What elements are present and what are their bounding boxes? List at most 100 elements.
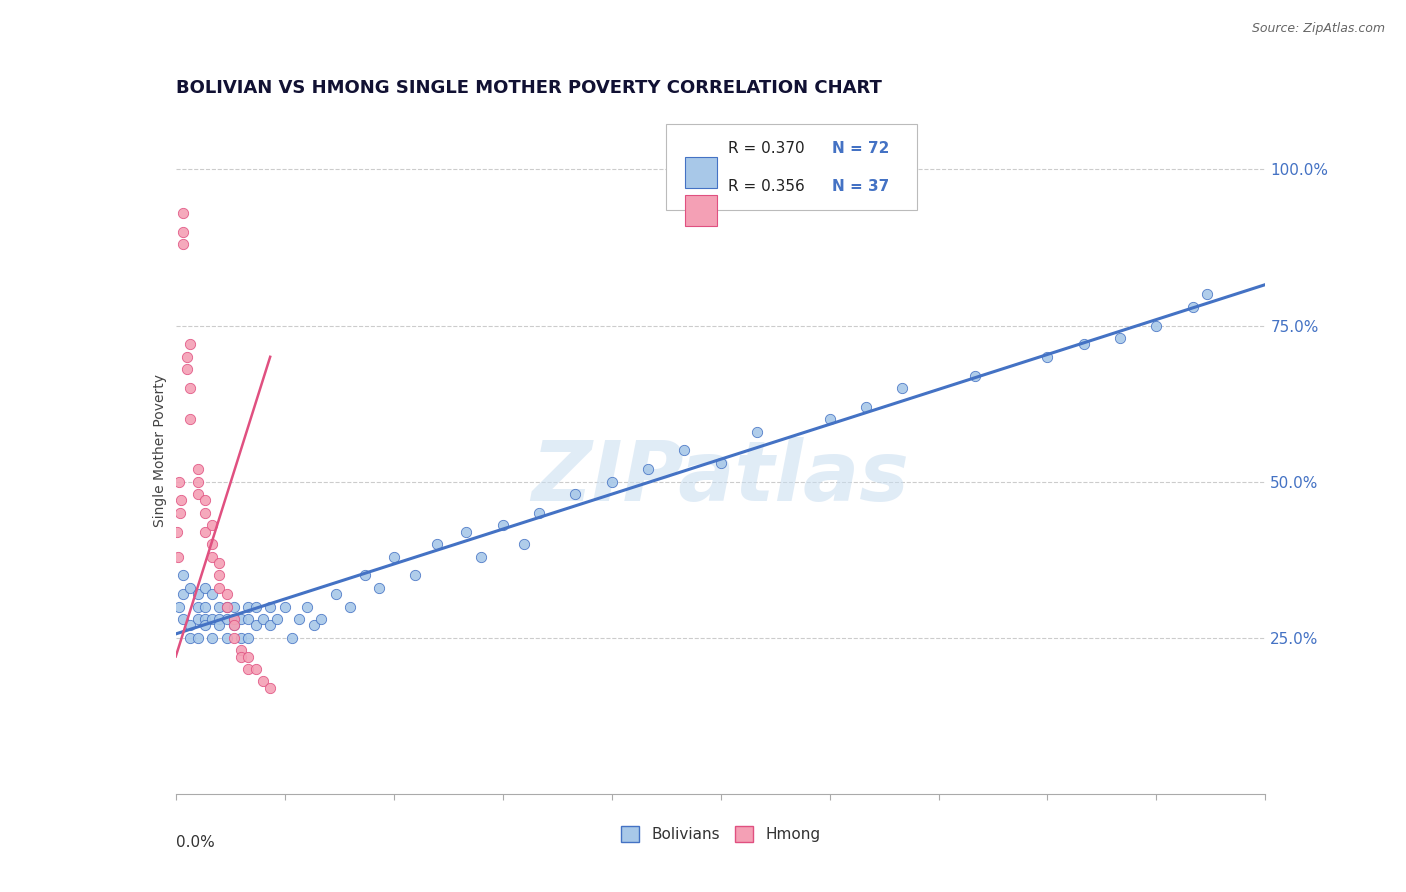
- Point: [302, 618, 325, 632]
- Point: [201, 518, 224, 533]
- Point: [891, 381, 914, 395]
- Text: R = 0.356: R = 0.356: [728, 178, 806, 194]
- Point: [963, 368, 986, 383]
- Point: [172, 225, 194, 239]
- Point: [179, 631, 201, 645]
- Point: [194, 493, 217, 508]
- Point: [215, 599, 238, 614]
- Point: [222, 618, 245, 632]
- Point: [194, 524, 217, 539]
- Point: [201, 537, 224, 551]
- Point: [818, 412, 841, 426]
- Point: [231, 612, 253, 626]
- Point: [166, 524, 188, 539]
- Bar: [685, 157, 717, 188]
- Point: [170, 493, 193, 508]
- Point: [309, 612, 332, 626]
- Point: [238, 649, 260, 664]
- Point: [194, 618, 217, 632]
- Point: [194, 612, 217, 626]
- Point: [179, 337, 201, 351]
- Point: [1109, 331, 1132, 345]
- Point: [179, 381, 201, 395]
- Point: [231, 649, 253, 664]
- Point: [288, 612, 311, 626]
- Point: [238, 612, 260, 626]
- Point: [186, 462, 209, 476]
- Point: [222, 612, 245, 626]
- Point: [238, 631, 260, 645]
- Point: [1073, 337, 1095, 351]
- Point: [172, 206, 194, 220]
- Y-axis label: Single Mother Poverty: Single Mother Poverty: [153, 374, 167, 527]
- Point: [492, 518, 515, 533]
- Point: [201, 549, 224, 564]
- Point: [201, 631, 224, 645]
- Point: [208, 618, 231, 632]
- Point: [1181, 300, 1204, 314]
- Point: [167, 549, 190, 564]
- Point: [637, 462, 659, 476]
- Point: [673, 443, 696, 458]
- Text: 0.0%: 0.0%: [176, 835, 215, 850]
- Point: [169, 506, 191, 520]
- Point: [172, 587, 194, 601]
- Point: [179, 412, 201, 426]
- Legend: Bolivians, Hmong: Bolivians, Hmong: [614, 820, 827, 848]
- Point: [194, 599, 217, 614]
- Point: [456, 524, 478, 539]
- Point: [382, 549, 405, 564]
- Point: [186, 631, 209, 645]
- Point: [215, 631, 238, 645]
- Point: [1146, 318, 1168, 333]
- Point: [855, 400, 877, 414]
- Point: [238, 662, 260, 676]
- Point: [259, 618, 281, 632]
- Point: [208, 599, 231, 614]
- Text: N = 72: N = 72: [832, 141, 889, 156]
- Point: [222, 618, 245, 632]
- Point: [215, 612, 238, 626]
- Text: BOLIVIAN VS HMONG SINGLE MOTHER POVERTY CORRELATION CHART: BOLIVIAN VS HMONG SINGLE MOTHER POVERTY …: [176, 79, 882, 97]
- Point: [368, 581, 391, 595]
- Point: [339, 599, 361, 614]
- Point: [172, 237, 194, 252]
- Point: [186, 475, 209, 489]
- Point: [426, 537, 449, 551]
- Point: [186, 487, 209, 501]
- Point: [186, 599, 209, 614]
- Text: Source: ZipAtlas.com: Source: ZipAtlas.com: [1251, 22, 1385, 36]
- Point: [222, 631, 245, 645]
- Point: [325, 587, 347, 601]
- Point: [281, 631, 304, 645]
- Point: [600, 475, 623, 489]
- Point: [194, 506, 217, 520]
- Point: [208, 612, 231, 626]
- Point: [176, 362, 198, 376]
- Text: R = 0.370: R = 0.370: [728, 141, 804, 156]
- Point: [470, 549, 492, 564]
- Point: [274, 599, 297, 614]
- Point: [222, 599, 245, 614]
- Point: [295, 599, 318, 614]
- Point: [259, 599, 281, 614]
- Point: [201, 587, 224, 601]
- Point: [252, 674, 274, 689]
- Point: [245, 662, 267, 676]
- Point: [527, 506, 550, 520]
- Point: [179, 618, 201, 632]
- Point: [215, 599, 238, 614]
- Point: [176, 350, 198, 364]
- Bar: [685, 195, 717, 226]
- Text: N = 37: N = 37: [832, 178, 889, 194]
- Point: [1036, 350, 1059, 364]
- Point: [194, 581, 217, 595]
- Point: [245, 618, 267, 632]
- Point: [353, 568, 375, 582]
- Point: [238, 599, 260, 614]
- Point: [405, 568, 427, 582]
- Point: [172, 612, 194, 626]
- Point: [208, 568, 231, 582]
- Point: [208, 581, 231, 595]
- Point: [564, 487, 586, 501]
